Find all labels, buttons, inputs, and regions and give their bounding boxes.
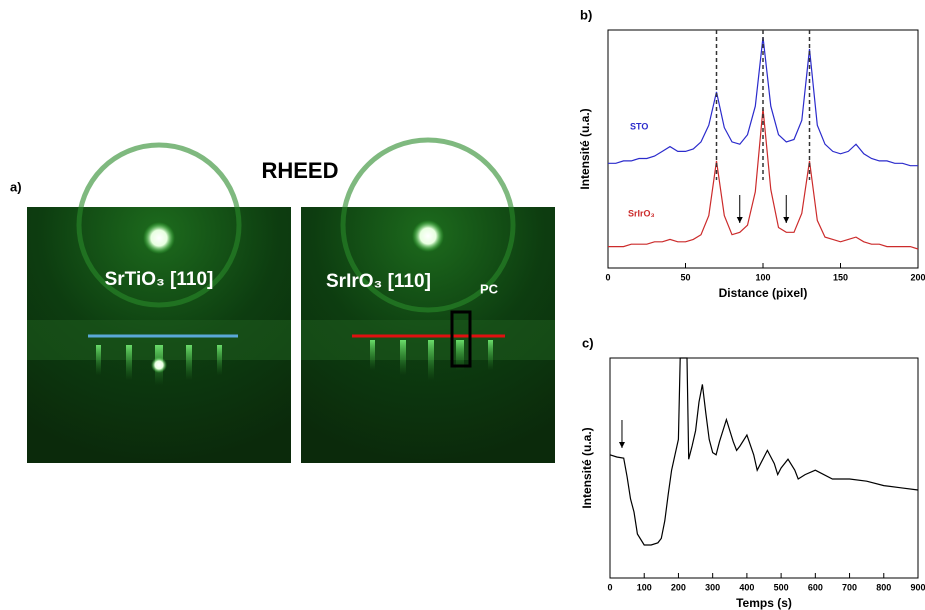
rheed-image-1 <box>27 142 291 463</box>
y-axis-label: Intensité (u.a.) <box>578 108 592 189</box>
x-tick-label: 200 <box>671 582 686 592</box>
image-caption: SrIrO₃ [110] <box>326 271 431 292</box>
y-axis-label: Intensité (u.a.) <box>580 427 594 508</box>
x-axis-label: Distance (pixel) <box>719 286 808 300</box>
arrow-head <box>783 217 790 223</box>
data-line <box>609 357 919 546</box>
panel-label: b) <box>580 7 592 22</box>
panel-label: c) <box>582 335 594 350</box>
x-tick-label: 100 <box>637 582 652 592</box>
x-tick-label: 0 <box>607 582 612 592</box>
arrow-head <box>618 442 625 448</box>
x-tick-label: 100 <box>755 272 770 282</box>
x-tick-label: 900 <box>910 582 925 592</box>
x-tick-label: 200 <box>910 272 925 282</box>
x-tick-label: 800 <box>876 582 891 592</box>
panel-label: a) <box>10 179 22 194</box>
x-tick-label: 0 <box>605 272 610 282</box>
x-tick-label: 700 <box>842 582 857 592</box>
rheed-title: RHEED <box>261 158 338 183</box>
x-tick-label: 50 <box>680 272 690 282</box>
series-label: SrIrO₃ <box>628 208 655 218</box>
x-tick-label: 500 <box>774 582 789 592</box>
x-tick-label: 300 <box>705 582 720 592</box>
x-tick-label: 150 <box>833 272 848 282</box>
x-axis-label: Temps (s) <box>736 596 792 610</box>
series-label: STO <box>630 121 648 131</box>
x-tick-label: 600 <box>808 582 823 592</box>
image-caption-subscript: PC <box>480 281 499 296</box>
image-caption: SrTiO₃ [110] <box>105 269 214 290</box>
plot-frame <box>609 357 919 579</box>
rheed-image-2 <box>301 137 555 463</box>
arrow-head <box>736 217 743 223</box>
x-tick-label: 400 <box>739 582 754 592</box>
